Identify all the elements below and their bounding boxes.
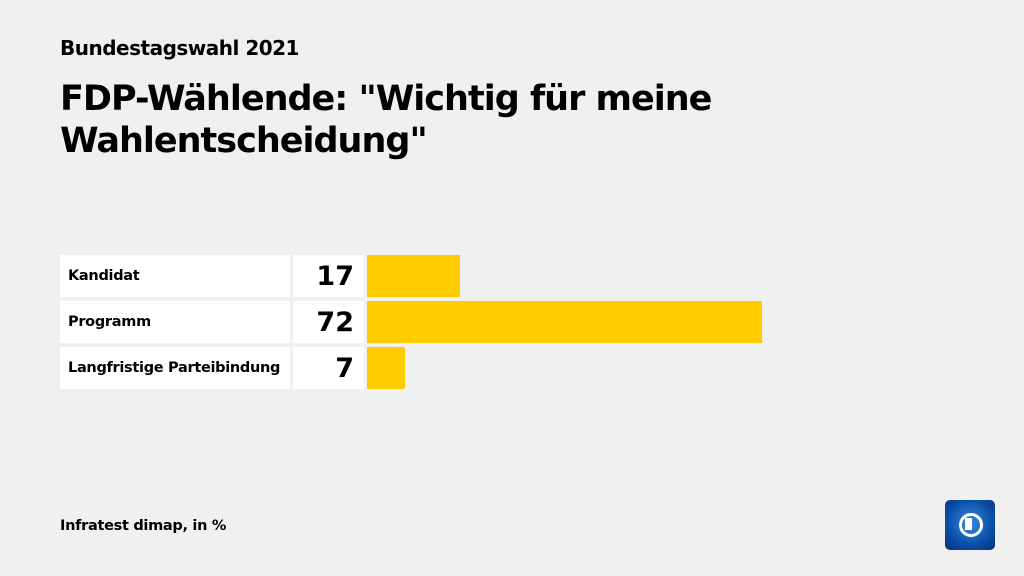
tagesschau-logo-icon [945,500,995,550]
chart-title: FDP-Wählende: "Wichtig für meine Wahlent… [60,79,712,161]
category-label: Programm [60,301,290,343]
source-note: Infratest dimap, in % [60,518,227,534]
bar [367,347,406,389]
category-label: Langfristige Parteibindung [60,347,290,389]
value-label: 7 [293,347,364,389]
bar [367,301,762,343]
bar [367,255,461,297]
value-label: 72 [293,301,364,343]
supertitle: Bundestagswahl 2021 [60,36,299,60]
value-label: 17 [293,255,364,297]
category-label: Kandidat [60,255,290,297]
